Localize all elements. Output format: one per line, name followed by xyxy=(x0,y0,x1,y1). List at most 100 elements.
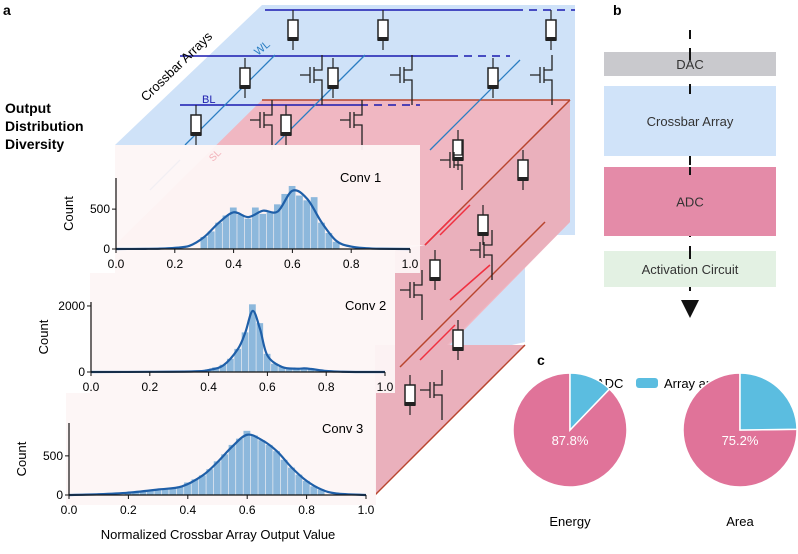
hist-bar xyxy=(249,304,256,372)
hist-bar xyxy=(310,197,318,249)
y-tick-label: 0 xyxy=(78,365,85,379)
hist-bar xyxy=(241,332,249,372)
hist-bar xyxy=(307,369,315,372)
transistor-icon xyxy=(530,55,553,105)
hist-bar xyxy=(288,467,295,495)
side-title-line-1: Output xyxy=(5,100,51,116)
memristor-base xyxy=(191,132,201,136)
block-label: ADC xyxy=(676,195,703,210)
hist-bar xyxy=(176,486,184,495)
side-title-line-2: Distribution xyxy=(5,118,84,134)
transistor-icon xyxy=(420,370,443,420)
x-tick-label: 0.2 xyxy=(166,257,183,271)
memristor-base xyxy=(405,402,415,406)
x-tick-label: 0.6 xyxy=(239,503,256,517)
chart-panel-1 xyxy=(115,145,420,273)
pie-percent-label: 87.8% xyxy=(552,433,589,448)
block-crossbar-array xyxy=(604,86,776,156)
hist-bar xyxy=(219,364,227,372)
hist-bar xyxy=(285,368,293,372)
hist-bar xyxy=(302,480,310,495)
pie-slice-others xyxy=(739,372,798,431)
x-tick-label: 1.0 xyxy=(402,257,419,271)
hist-bar xyxy=(200,237,208,249)
pie-area: 75.2% Area xyxy=(682,372,798,529)
word-line xyxy=(429,59,521,151)
memristor-base xyxy=(546,37,556,41)
x-tick-label: 0.4 xyxy=(225,257,242,271)
transistor-icon xyxy=(300,55,323,105)
kde-line xyxy=(90,309,386,374)
block-label: DAC xyxy=(676,57,703,72)
hist-bar xyxy=(273,451,281,495)
hist-bar xyxy=(222,215,230,249)
block-adc xyxy=(604,167,776,236)
hist-bar xyxy=(263,353,271,372)
transistor-icon xyxy=(340,100,363,150)
hist-bar xyxy=(265,444,273,495)
hist-bar xyxy=(236,438,243,495)
hist-bar xyxy=(259,213,267,249)
histogram-conv-3: 0.0 0.2 0.4 0.6 0.8 1.0 0 500 Count Conv 3 xyxy=(14,421,375,517)
histogram-conv-2: 0.0 0.2 0.4 0.6 0.8 1.0 0 2000 Count Conv 2 xyxy=(36,298,394,394)
hist-bar xyxy=(184,482,191,495)
x-tick-label: 0.0 xyxy=(108,257,125,271)
x-tick-label: 0.8 xyxy=(343,257,360,271)
x-axis-title: Normalized Crossbar Array Output Value xyxy=(101,527,336,542)
y-tick-label: 0 xyxy=(56,488,63,502)
hist-bar xyxy=(243,430,251,495)
panel-label-a: a xyxy=(3,2,11,18)
hist-bar xyxy=(234,348,242,372)
hist-bar xyxy=(244,218,252,249)
hist-bar xyxy=(132,491,139,495)
legend-swatch-others xyxy=(636,378,658,388)
transistor-icon xyxy=(470,230,493,280)
hist-bar xyxy=(293,368,300,372)
source-line-arrow xyxy=(419,324,456,361)
side-title-line-3: Diversity xyxy=(5,136,64,152)
x-tick-label: 1.0 xyxy=(377,380,394,394)
hist-bar xyxy=(198,475,206,495)
hist-bar xyxy=(266,212,274,249)
hist-bar xyxy=(280,459,288,495)
x-tick-label: 0.6 xyxy=(284,257,301,271)
hist-bar xyxy=(191,479,199,495)
memristor-base xyxy=(378,37,388,41)
pie-slice-adc xyxy=(682,372,798,488)
block-label: Activation Circuit xyxy=(642,262,739,277)
hist-bar xyxy=(318,222,325,249)
hist-bar xyxy=(229,207,237,249)
hist-bar xyxy=(213,461,221,495)
hist-bar xyxy=(295,474,303,495)
hist-bar xyxy=(139,491,147,495)
hist-bar xyxy=(154,489,162,495)
memristor-base xyxy=(488,85,498,89)
kde-line xyxy=(115,189,411,251)
pie-charts: 87.8% Energy 75.2% Area xyxy=(512,372,798,529)
y-tick-label: 500 xyxy=(43,449,63,463)
transistor-icon xyxy=(440,140,463,190)
memristor-base xyxy=(328,85,338,89)
source-line-arrow xyxy=(439,204,471,236)
circuit-lines xyxy=(149,9,575,420)
transistor-icon xyxy=(250,100,273,150)
hist-bar xyxy=(303,200,311,249)
x-tick-label: 0.0 xyxy=(83,380,100,394)
x-tick-label: 0.8 xyxy=(318,380,335,394)
pie-title: Area xyxy=(726,514,754,529)
hist-bar xyxy=(169,487,177,495)
panel-label-c: c xyxy=(537,352,545,368)
y-tick-label: 0 xyxy=(103,242,110,256)
memristor-base xyxy=(281,132,291,136)
hist-bar xyxy=(271,363,278,372)
hist-bar xyxy=(274,204,281,249)
pie-title: Energy xyxy=(549,514,591,529)
transistor-icon xyxy=(390,55,413,105)
bl-label: BL xyxy=(202,94,215,106)
memristor-base xyxy=(453,157,463,161)
chart-title: Conv 3 xyxy=(322,421,363,436)
x-tick-label: 0.6 xyxy=(259,380,276,394)
hist-bar xyxy=(300,368,308,372)
x-tick-label: 1.0 xyxy=(358,503,375,517)
